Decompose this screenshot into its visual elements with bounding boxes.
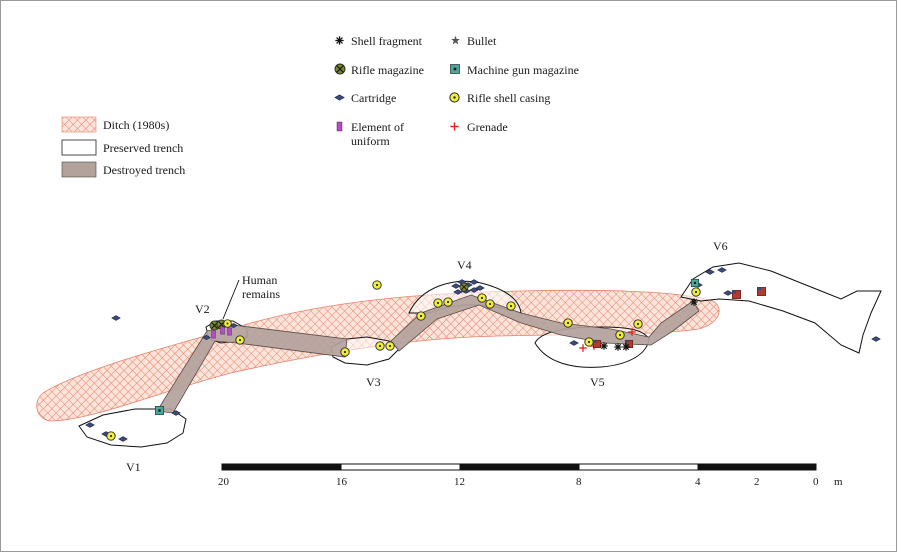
legend-rifle-magazine-label: Rifle magazine bbox=[351, 63, 424, 77]
legend-uniform-label-1: Element of bbox=[351, 120, 404, 134]
legend-preserved-swatch bbox=[61, 139, 97, 156]
scale-tick-12: 12 bbox=[454, 476, 465, 488]
scale-tick-16: 16 bbox=[336, 476, 348, 488]
legend-cartridge-label: Cartridge bbox=[351, 91, 396, 105]
legend-destroyed-label: Destroyed trench bbox=[103, 163, 185, 177]
scale-seg bbox=[698, 464, 757, 470]
casing-marker bbox=[584, 337, 594, 347]
casing-marker bbox=[633, 319, 643, 329]
legend-preserved-label: Preserved trench bbox=[103, 141, 183, 155]
shell-fragment-marker bbox=[613, 342, 623, 352]
legend-grenade-label: Grenade bbox=[467, 120, 508, 134]
label-v6: V6 bbox=[713, 239, 728, 253]
scale-tick-0: 0 bbox=[813, 476, 819, 488]
uniform-marker bbox=[220, 326, 225, 335]
grenade-icon bbox=[449, 121, 460, 132]
rifle-shell-casing-icon bbox=[449, 92, 460, 103]
scale-outline bbox=[221, 463, 817, 471]
legend-machine-gun-magazine-label: Machine gun magazine bbox=[467, 63, 579, 77]
label-v1: V1 bbox=[126, 460, 141, 474]
shell-fragment-marker bbox=[621, 342, 631, 352]
bullet-icon bbox=[451, 35, 460, 45]
cartridge-icon bbox=[334, 94, 345, 101]
shell-fragment-icon bbox=[334, 35, 345, 46]
casing-marker bbox=[433, 298, 443, 308]
shell-fragment-marker bbox=[599, 341, 609, 351]
trench-v1 bbox=[78, 408, 187, 448]
casing-marker bbox=[416, 311, 426, 321]
box-marker bbox=[731, 289, 742, 300]
box-marker bbox=[756, 286, 767, 297]
scale-tick-2: 2 bbox=[754, 476, 760, 488]
legend-rifle-shell-casing-label: Rifle shell casing bbox=[467, 91, 550, 105]
scale-tick-4: 4 bbox=[695, 476, 701, 488]
shell-fragment-marker bbox=[689, 297, 699, 307]
casing-marker bbox=[223, 319, 232, 328]
label-v4: V4 bbox=[457, 258, 472, 272]
scale-tick-8: 8 bbox=[576, 476, 582, 488]
scale-tick-20: 20 bbox=[218, 476, 230, 488]
scale-seg bbox=[460, 464, 579, 470]
scale-unit: m bbox=[834, 476, 843, 488]
machine-gun-magazine-marker bbox=[690, 278, 700, 288]
legend-shell-fragment-label: Shell fragment bbox=[351, 34, 423, 48]
human-remains-leader bbox=[222, 279, 240, 320]
box-marker bbox=[592, 339, 602, 349]
label-human-remains-2: remains bbox=[242, 287, 280, 301]
uniform-marker bbox=[211, 330, 216, 339]
legend-finds: Shell fragment Bullet Rifle magazine Mac… bbox=[334, 34, 579, 148]
element-of-uniform-icon bbox=[336, 121, 343, 132]
machine-gun-magazine-icon bbox=[450, 64, 460, 74]
casing-marker bbox=[691, 287, 701, 297]
scale-seg bbox=[340, 463, 461, 471]
uniform-marker bbox=[227, 327, 232, 336]
machine-gun-magazine-marker bbox=[154, 405, 165, 416]
casing-marker bbox=[372, 280, 382, 290]
casing-marker bbox=[506, 301, 516, 311]
casing-marker bbox=[615, 330, 625, 340]
casing-marker bbox=[485, 299, 495, 309]
label-human-remains-1: Human bbox=[242, 273, 277, 287]
scale-seg bbox=[578, 463, 699, 471]
scale-bar: 20 16 12 8 4 2 0 m bbox=[218, 463, 843, 488]
legend-bullet-label: Bullet bbox=[467, 34, 497, 48]
casing-marker bbox=[340, 347, 350, 357]
rifle-magazine-icon bbox=[334, 63, 346, 75]
trench-v6 bbox=[680, 262, 882, 354]
casing-marker bbox=[385, 341, 395, 351]
label-v3: V3 bbox=[366, 375, 381, 389]
position-labels: V1 V2 V3 V4 V5 V6 Human remains bbox=[126, 239, 728, 474]
label-v2: V2 bbox=[195, 302, 210, 316]
rifle-magazine-marker bbox=[459, 282, 469, 292]
label-v5: V5 bbox=[590, 375, 605, 389]
scale-seg bbox=[222, 464, 341, 470]
legend-areas: Ditch (1980s) Preserved trench Destroyed… bbox=[61, 116, 185, 178]
casing-marker bbox=[375, 341, 385, 351]
cartridge-marker bbox=[871, 336, 881, 342]
cartridge-marker bbox=[111, 315, 121, 321]
legend-ditch-swatch bbox=[61, 116, 97, 133]
legend-ditch-label: Ditch (1980s) bbox=[103, 118, 169, 132]
casing-marker bbox=[477, 293, 487, 303]
casing-marker bbox=[106, 431, 116, 441]
legend-uniform-label-2: uniform bbox=[351, 134, 390, 148]
scale-seg bbox=[757, 464, 816, 470]
casing-marker bbox=[563, 318, 573, 328]
casing-marker bbox=[235, 335, 245, 345]
casing-marker bbox=[443, 297, 453, 307]
legend-destroyed-swatch bbox=[61, 161, 97, 178]
